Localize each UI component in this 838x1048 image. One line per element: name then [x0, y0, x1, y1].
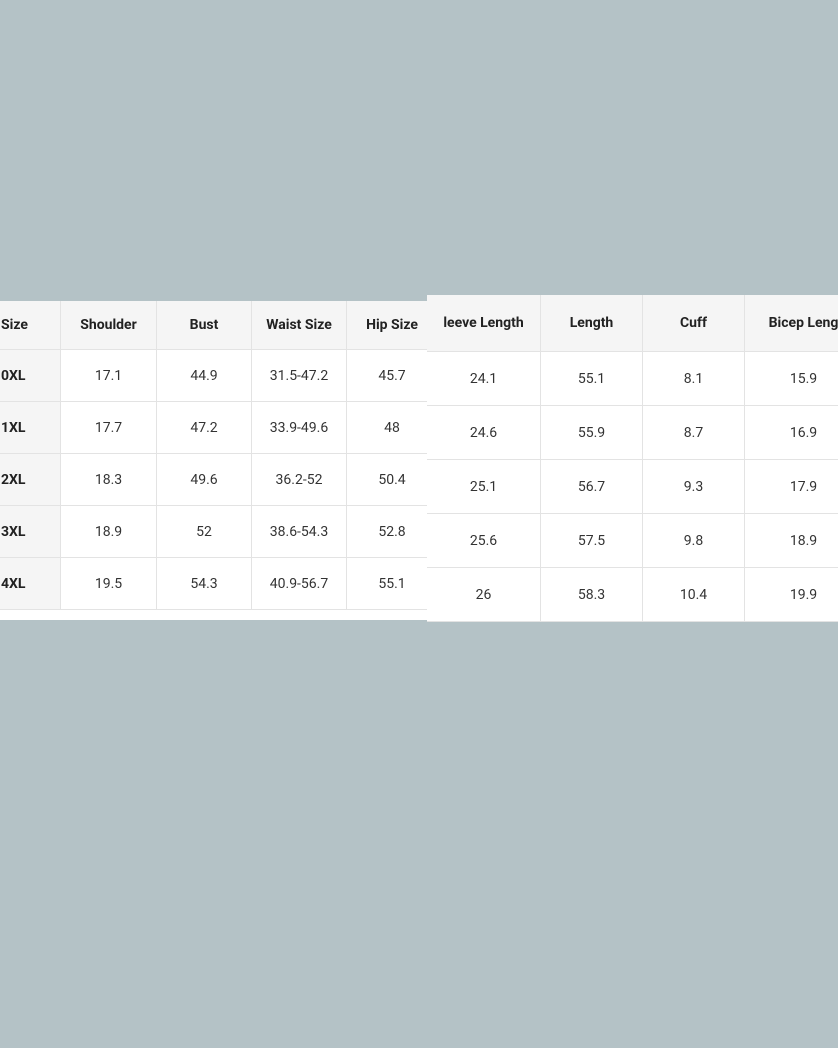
- table-cell: 10.4: [643, 568, 745, 622]
- table-cell: 49.6: [157, 454, 252, 506]
- table-cell: 38.6-54.3: [252, 506, 347, 558]
- header-cell: leeve Length: [427, 295, 541, 352]
- table-cell: 50.4: [347, 454, 438, 506]
- table-cell: 18.3: [61, 454, 157, 506]
- table-cell: 55.1: [541, 352, 643, 406]
- table-cell: 44.9: [157, 350, 252, 402]
- size-label: 2XL: [0, 454, 61, 506]
- table-cell: 48: [347, 402, 438, 454]
- table-cell: 55.9: [541, 406, 643, 460]
- table-cell: 9.3: [643, 460, 745, 514]
- table-cell: 9.8: [643, 514, 745, 568]
- table-cell: 54.3: [157, 558, 252, 610]
- table-cell: 17.9: [745, 460, 838, 514]
- table-cell: 55.1: [347, 558, 438, 610]
- table-cell: 24.6: [427, 406, 541, 460]
- table-cell: 17.7: [61, 402, 157, 454]
- header-cell: Cuff: [643, 295, 745, 352]
- table-cell: 16.9: [745, 406, 838, 460]
- size-label: 3XL: [0, 506, 61, 558]
- table-cell: 15.9: [745, 352, 838, 406]
- table-cell: 18.9: [61, 506, 157, 558]
- header-cell: Length: [541, 295, 643, 352]
- table-cell: 52.8: [347, 506, 438, 558]
- table-cell: 26: [427, 568, 541, 622]
- table-cell: 58.3: [541, 568, 643, 622]
- table-cell: 56.7: [541, 460, 643, 514]
- table-cell: 25.6: [427, 514, 541, 568]
- header-cell: Bust: [157, 301, 252, 350]
- header-cell: Bicep Leng: [745, 295, 838, 352]
- table-cell: 19.9: [745, 568, 838, 622]
- table-cell: 31.5-47.2: [252, 350, 347, 402]
- table-cell: 17.1: [61, 350, 157, 402]
- right-size-table: leeve Length Length Cuff Bicep Leng 24.1 55.1…: [427, 295, 838, 622]
- left-size-table: Size Shoulder Bust Waist Size Hip Size 0XL 17.…: [0, 301, 438, 620]
- table-cell: 18.9: [745, 514, 838, 568]
- table-cell: 52: [157, 506, 252, 558]
- header-cell: Hip Size: [347, 301, 438, 350]
- header-cell: Waist Size: [252, 301, 347, 350]
- table-cell: 36.2-52: [252, 454, 347, 506]
- table-cell: 57.5: [541, 514, 643, 568]
- size-label: 0XL: [0, 350, 61, 402]
- table-cell: 19.5: [61, 558, 157, 610]
- size-label: 1XL: [0, 402, 61, 454]
- header-cell: Shoulder: [61, 301, 157, 350]
- size-label: 4XL: [0, 558, 61, 610]
- table-cell: 24.1: [427, 352, 541, 406]
- table-cell: 8.7: [643, 406, 745, 460]
- header-cell: Size: [0, 301, 61, 350]
- table-cell: 25.1: [427, 460, 541, 514]
- table-cell: 33.9-49.6: [252, 402, 347, 454]
- table-cell: 45.7: [347, 350, 438, 402]
- table-cell: 40.9-56.7: [252, 558, 347, 610]
- table-cell: 8.1: [643, 352, 745, 406]
- table-cell: 47.2: [157, 402, 252, 454]
